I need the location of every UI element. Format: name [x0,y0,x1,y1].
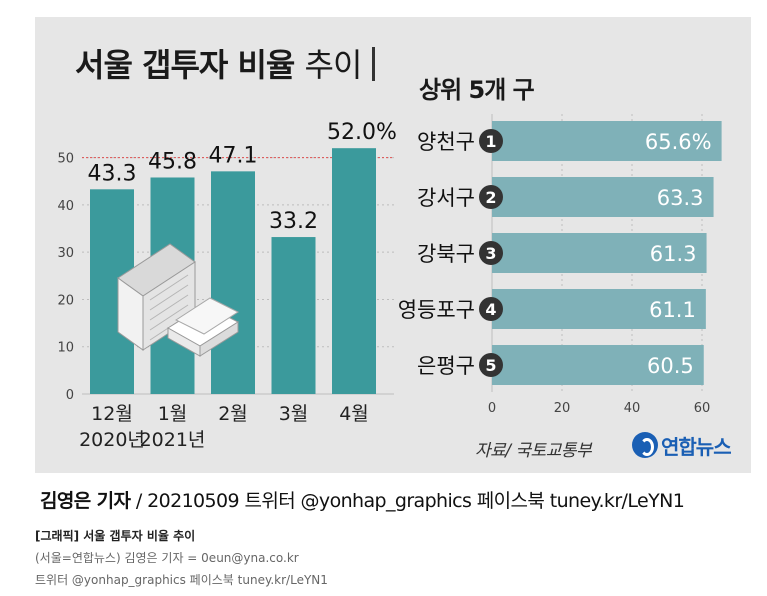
district-label: 양천구 [417,130,475,154]
hbar [492,177,714,217]
x-tick-label: 20 [554,401,571,416]
x-category-label: 12월 [91,403,133,425]
chart-title-bold: 서울 갭투자 비율 [75,46,295,84]
hbar [492,121,722,161]
rank-circle [479,241,503,265]
logo-text: 연합뉴스 [661,434,732,459]
x-year-label: 2021년 [140,429,206,451]
hbar-value-label: 65.6% [645,130,712,154]
x-tick-label: 0 [488,401,496,416]
x-category-label: 2월 [218,403,248,425]
rank-circle [479,185,503,209]
y-tick-label: 20 [57,293,74,308]
rank-number: 5 [485,356,496,375]
y-tick-label: 0 [66,388,74,403]
district-label: 강서구 [417,186,475,210]
rank-number: 1 [485,132,496,151]
hbar-value-label: 60.5 [647,354,694,378]
hbar-value-label: 63.3 [657,186,704,210]
bar-value-label: 45.8 [148,149,197,174]
bar-value-label: 43.3 [88,161,137,186]
district-label: 은평구 [417,354,475,378]
bar [271,237,316,394]
bar [211,171,255,394]
bar-value-label: 47.1 [209,143,258,168]
x-tick-label: 40 [624,401,641,416]
rank-circle [479,129,503,153]
x-tick-label: 60 [694,401,711,416]
x-category-label: 3월 [279,403,309,425]
rank-circle [479,353,503,377]
rank-number: 2 [485,188,496,207]
hbar [492,345,704,385]
byline-name: 김영은 기자 [40,490,131,512]
y-tick-label: 10 [57,341,74,356]
district-chart-title: 상위 5개 구 [419,76,535,104]
byline: 김영은 기자 / 20210509 트위터 @yonhap_graphics 페… [40,486,685,513]
yonhap-logo: 연합뉴스 [632,430,732,460]
bar [332,148,376,394]
y-tick-label: 40 [57,199,74,214]
caption-social: 트위터 @yonhap_graphics 페이스북 tuney.kr/LeYN1 [35,573,328,587]
x-year-label: 2020년 [79,429,145,451]
chart-title-light: 추이 [304,46,363,84]
rank-number: 3 [485,244,496,263]
y-tick-label: 50 [57,152,74,167]
byline-rest: / 20210509 트위터 @yonhap_graphics 페이스북 tun… [130,490,685,512]
yonhap-logo-icon [632,432,658,458]
chart-title: 서울 갭투자 비율 추이 [75,40,363,86]
title-divider [372,47,375,81]
rank-circle [479,297,503,321]
hbar [492,289,706,329]
hbar-value-label: 61.3 [650,242,697,266]
hbar [492,233,707,273]
source-label: 자료/ 국토교통부 [475,441,592,461]
bar-value-label: 33.2 [269,209,318,234]
y-tick-label: 30 [57,246,74,261]
hbar-value-label: 61.1 [649,298,696,322]
rank-number: 4 [485,300,496,319]
apartment-illustration [117,243,240,357]
x-category-label: 1월 [158,403,188,425]
district-label: 영등포구 [398,298,475,322]
caption-title: [그래픽] 서울 갭투자 비율 추이 [35,529,196,543]
caption-credit: (서울=연합뉴스) 김영은 기자 = 0eun@yna.co.kr [35,551,299,565]
x-category-label: 4월 [339,403,369,425]
bar-value-label: 52.0% [327,120,397,145]
district-label: 강북구 [417,242,475,266]
